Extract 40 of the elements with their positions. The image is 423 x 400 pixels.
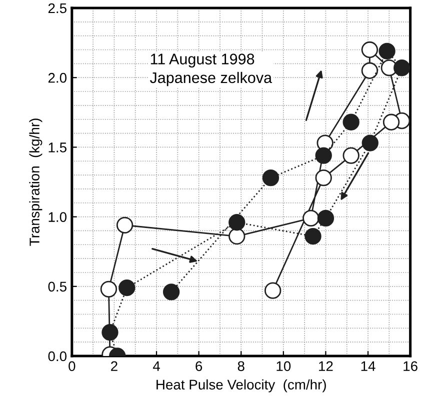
point: [118, 279, 136, 296]
point: [315, 169, 332, 186]
x-tick-label: 16: [404, 361, 418, 372]
x-tick-label: 4: [152, 361, 160, 371]
point: [116, 216, 134, 234]
y-tick-label: 1.5: [48, 142, 66, 152]
point: [102, 324, 118, 341]
y-axis-title: Transpiration (kg/hr): [29, 118, 42, 246]
x-tick-label: 0: [68, 361, 76, 372]
point: [382, 114, 400, 130]
y-tick-label: 0.5: [48, 282, 66, 292]
point: [228, 214, 246, 231]
x-tick-label: 10: [276, 361, 291, 372]
point: [394, 60, 410, 76]
x-tick-label: 12: [319, 361, 333, 371]
point: [361, 62, 378, 79]
point: [342, 147, 360, 164]
point: [317, 210, 334, 227]
y-tick-label: 1.0: [48, 212, 67, 222]
x-tick-label: 2: [111, 361, 118, 371]
x-tick-label: 14: [361, 361, 376, 371]
y-tick-label: 0.0: [48, 351, 67, 362]
point: [342, 114, 360, 130]
point: [304, 228, 322, 245]
point: [162, 284, 180, 300]
point: [228, 228, 246, 245]
x-tick-label: 6: [196, 361, 202, 372]
point: [361, 41, 378, 58]
point: [362, 134, 378, 152]
point: [315, 147, 332, 164]
annotation: 11 August 1998 Japanese zelkova: [150, 54, 272, 86]
point: [100, 280, 118, 298]
x-tick-label: 8: [238, 361, 244, 372]
y-tick-label: 2.5: [48, 3, 66, 14]
point: [264, 282, 282, 299]
y-tick-label: 2.0: [48, 72, 67, 83]
point: [262, 169, 280, 186]
point: [378, 42, 396, 60]
point: [302, 210, 320, 227]
x-axis-title: Heat Pulse Velocity (cm/hr): [156, 379, 326, 392]
